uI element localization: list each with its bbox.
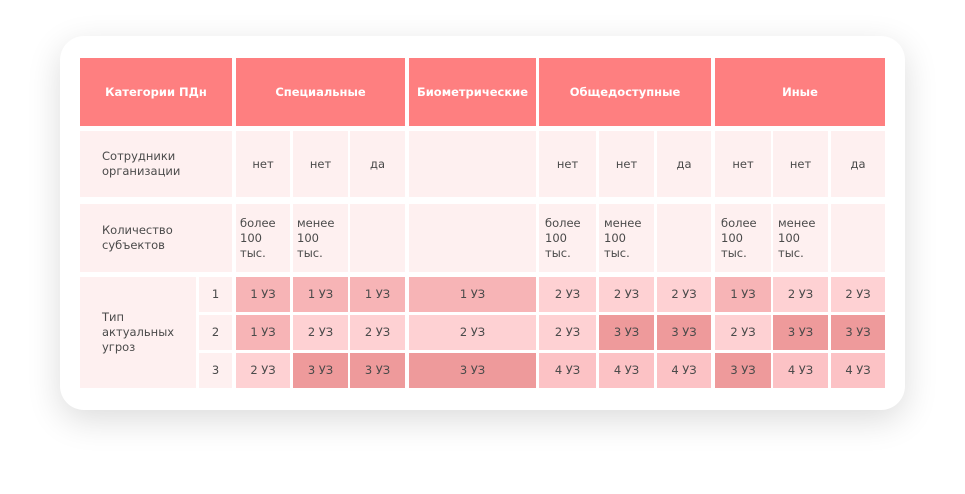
subjects-special-2: менее 100 тыс.: [293, 204, 348, 272]
uz-public-r2-c3: 3 УЗ: [657, 315, 711, 350]
uz-special-r2-c2: 2 УЗ: [293, 315, 348, 350]
uz-public-r1-c3: 2 УЗ: [657, 277, 711, 312]
uz-other-r3-c1: 3 УЗ: [715, 353, 771, 388]
subjects-other-1-text: более 100 тыс.: [721, 215, 757, 260]
header-public: Общедоступные: [539, 58, 711, 126]
uz-special-r3-c3: 3 УЗ: [350, 353, 405, 388]
subjects-biometric: [409, 204, 536, 272]
uz-public-r2-c2: 3 УЗ: [599, 315, 654, 350]
uz-biometric-r1: 1 УЗ: [409, 277, 536, 312]
employees-other-1: нет: [715, 131, 771, 197]
row-label-threat-type: Тип актуальных угроз: [80, 277, 196, 388]
row-label-subjects-text: Количество субъектов: [102, 223, 173, 252]
row-label-employees-text: Сотрудники организации: [102, 149, 181, 178]
uz-other-r3-c3: 4 УЗ: [831, 353, 885, 388]
threat-level-2: 2: [199, 315, 232, 350]
threat-level-3: 3: [199, 353, 232, 388]
protection-level-card: Категории ПДн Специальные Биометрические…: [60, 36, 905, 410]
subjects-public-3: [657, 204, 711, 272]
row-label-employees: Сотрудники организации: [80, 131, 232, 197]
employees-public-3: да: [657, 131, 711, 197]
header-categories: Категории ПДн: [80, 58, 232, 126]
uz-other-r2-c2: 3 УЗ: [773, 315, 828, 350]
uz-special-r2-c1: 1 УЗ: [236, 315, 290, 350]
uz-special-r3-c2: 3 УЗ: [293, 353, 348, 388]
employees-public-1: нет: [539, 131, 596, 197]
subjects-other-2-text: менее 100 тыс.: [778, 215, 816, 260]
employees-special-3: да: [350, 131, 405, 197]
uz-special-r1-c2: 1 УЗ: [293, 277, 348, 312]
subjects-other-3: [831, 204, 885, 272]
employees-public-2: нет: [599, 131, 654, 197]
employees-special-1: нет: [236, 131, 290, 197]
subjects-public-1: более 100 тыс.: [539, 204, 596, 272]
uz-biometric-r3: 3 УЗ: [409, 353, 536, 388]
subjects-special-2-text: менее 100 тыс.: [297, 215, 335, 260]
uz-other-r1-c3: 2 УЗ: [831, 277, 885, 312]
row-label-subjects: Количество субъектов: [80, 204, 232, 272]
row-label-threat-type-text: Тип актуальных угроз: [102, 310, 175, 354]
uz-special-r1-c1: 1 УЗ: [236, 277, 290, 312]
uz-public-r3-c3: 4 УЗ: [657, 353, 711, 388]
uz-public-r1-c2: 2 УЗ: [599, 277, 654, 312]
employees-other-3: да: [831, 131, 885, 197]
header-biometric: Биометрические: [409, 58, 536, 126]
subjects-other-1: более 100 тыс.: [715, 204, 771, 272]
subjects-public-1-text: более 100 тыс.: [545, 215, 581, 260]
uz-other-r2-c3: 3 УЗ: [831, 315, 885, 350]
uz-public-r1-c1: 2 УЗ: [539, 277, 596, 312]
uz-other-r1-c1: 1 УЗ: [715, 277, 771, 312]
subjects-other-2: менее 100 тыс.: [773, 204, 828, 272]
uz-biometric-r2: 2 УЗ: [409, 315, 536, 350]
uz-other-r1-c2: 2 УЗ: [773, 277, 828, 312]
threat-level-1: 1: [199, 277, 232, 312]
employees-special-2: нет: [293, 131, 348, 197]
subjects-public-2-text: менее 100 тыс.: [604, 215, 642, 260]
uz-public-r3-c2: 4 УЗ: [599, 353, 654, 388]
uz-special-r1-c3: 1 УЗ: [350, 277, 405, 312]
header-other: Иные: [715, 58, 885, 126]
uz-public-r3-c1: 4 УЗ: [539, 353, 596, 388]
subjects-public-2: менее 100 тыс.: [599, 204, 654, 272]
uz-other-r3-c2: 4 УЗ: [773, 353, 828, 388]
employees-biometric: [409, 131, 536, 197]
subjects-special-3: [350, 204, 405, 272]
header-special: Специальные: [236, 58, 405, 126]
uz-public-r2-c1: 2 УЗ: [539, 315, 596, 350]
uz-special-r2-c3: 2 УЗ: [350, 315, 405, 350]
employees-other-2: нет: [773, 131, 828, 197]
uz-other-r2-c1: 2 УЗ: [715, 315, 771, 350]
uz-special-r3-c1: 2 УЗ: [236, 353, 290, 388]
subjects-special-1-text: более 100 тыс.: [240, 215, 276, 260]
subjects-special-1: более 100 тыс.: [236, 204, 290, 272]
